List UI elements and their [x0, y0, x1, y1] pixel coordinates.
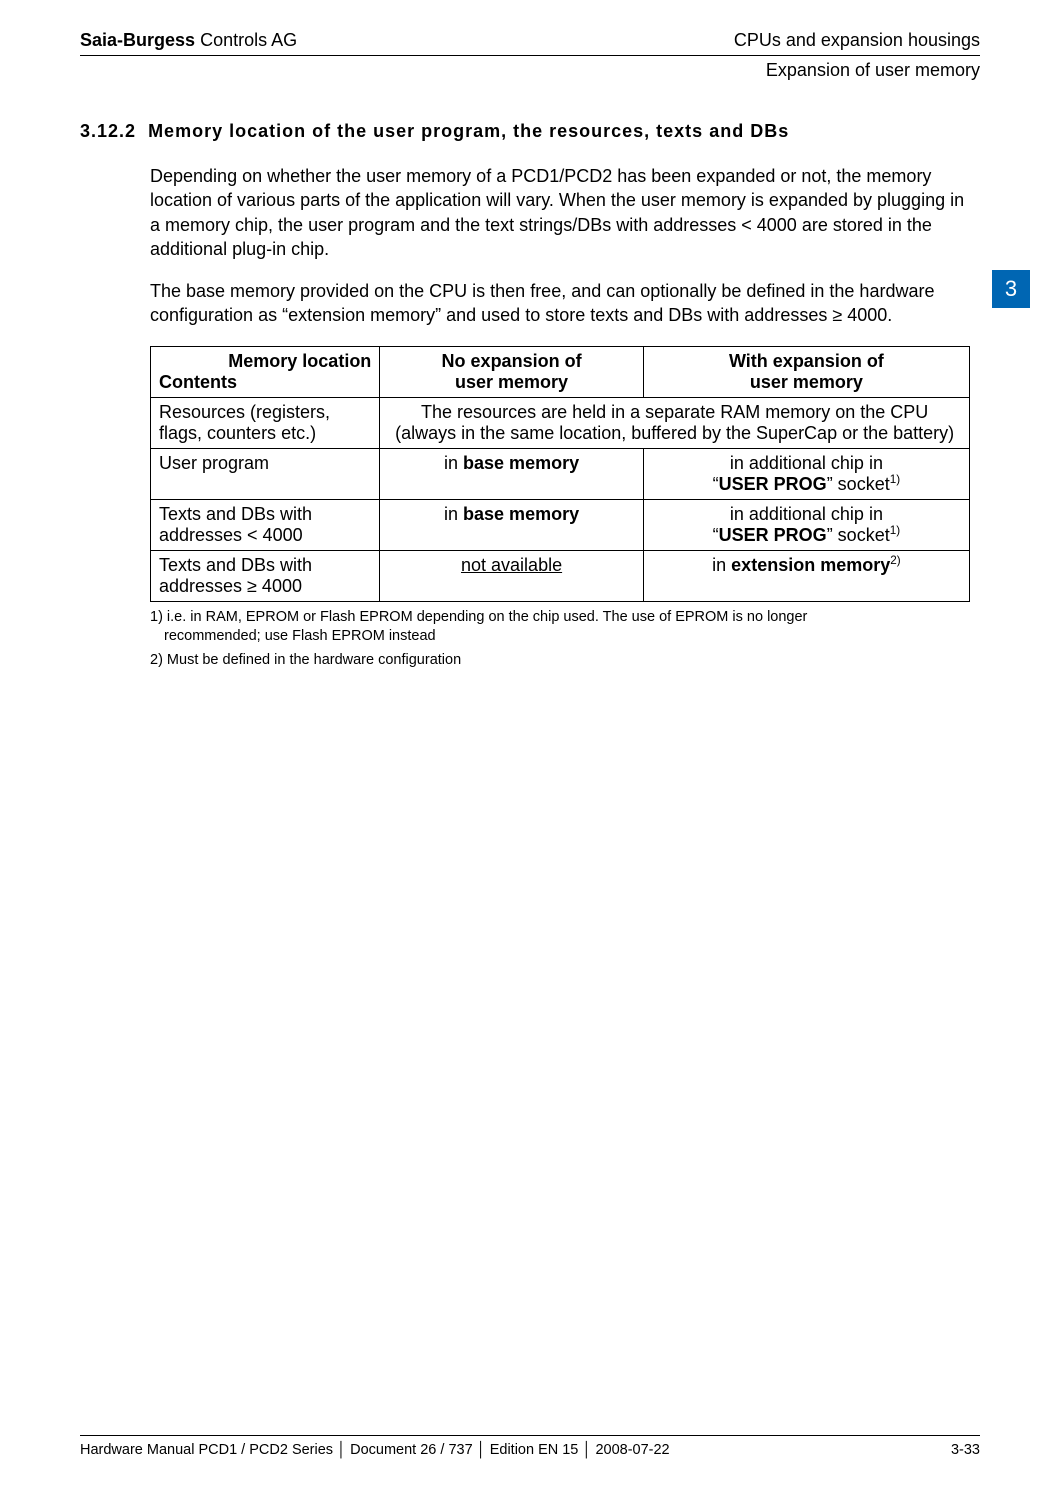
footer-manual: Hardware Manual PCD1 / PCD2 Series: [80, 1442, 333, 1458]
cell-resources-c1: Resources (registers, flags, counters et…: [151, 397, 380, 448]
cell-textsge-c3: in extension memory2): [643, 550, 969, 601]
footnote-2: 2) Must be defined in the hardware confi…: [150, 651, 970, 671]
th-no-expansion: No expansion of user memory: [380, 346, 643, 397]
memory-table-wrap: Memory location Contents No expansion of…: [150, 346, 970, 602]
table-row-user-program: User program in base memory in additiona…: [151, 448, 970, 499]
header-subright: Expansion of user memory: [80, 60, 980, 81]
cell-userprog-c3-sup: 1): [890, 473, 900, 486]
cell-textslt-c3-bold: USER PROG: [719, 525, 827, 545]
footer-doc: Document 26 / 737: [350, 1442, 473, 1458]
cell-textslt-c1: Texts and DBs with addresses < 4000: [151, 499, 380, 550]
th-with-expansion: With expansion of user memory: [643, 346, 969, 397]
footer-rule: [80, 1435, 980, 1436]
header-rule: [80, 55, 980, 56]
cell-userprog-c2-pre: in: [444, 453, 463, 473]
footnotes: 1) i.e. in RAM, EPROM or Flash EPROM dep…: [150, 608, 970, 671]
table-header-row: Memory location Contents No expansion of…: [151, 346, 970, 397]
cell-textsge-c2: not available: [380, 550, 643, 601]
cell-textslt-c3-qc: ” socket: [827, 525, 890, 545]
th-c1-line2: Contents: [159, 372, 371, 393]
th-contents: Memory location Contents: [151, 346, 380, 397]
cell-textslt-c2-pre: in: [444, 504, 463, 524]
th-c2-line1: No expansion of: [388, 351, 634, 372]
cell-userprog-c3-line1: in additional chip in: [652, 453, 961, 474]
chapter-side-tab: 3: [992, 270, 1030, 308]
cell-textslt-c3-sup: 1): [890, 524, 900, 537]
th-c3-line1: With expansion of: [652, 351, 961, 372]
footer-edition: Edition EN 15: [490, 1442, 579, 1458]
footer-page-number: 3-33: [951, 1442, 980, 1458]
th-c2-line2: user memory: [388, 372, 634, 393]
cell-textsge-c3-bold: extension memory: [731, 555, 890, 575]
header-company-rest: Controls AG: [195, 30, 297, 50]
header-company: Saia-Burgess Controls AG: [80, 30, 297, 51]
footer-left: Hardware Manual PCD1 / PCD2 Series│Docum…: [80, 1442, 670, 1458]
cell-userprog-c3: in additional chip in “USER PROG” socket…: [643, 448, 969, 499]
header-company-bold: Saia-Burgess: [80, 30, 195, 50]
cell-textslt-c3-line1: in additional chip in: [652, 504, 961, 525]
table-row-texts-ge4000: Texts and DBs with addresses ≥ 4000 not …: [151, 550, 970, 601]
cell-userprog-c2: in base memory: [380, 448, 643, 499]
cell-textslt-c2-bold: base memory: [463, 504, 579, 524]
footer-date: 2008-07-22: [595, 1442, 669, 1458]
cell-textslt-c2: in base memory: [380, 499, 643, 550]
cell-userprog-c1: User program: [151, 448, 380, 499]
cell-resources-c23: The resources are held in a separate RAM…: [380, 397, 970, 448]
page-header: Saia-Burgess Controls AG CPUs and expans…: [80, 30, 980, 55]
header-right: CPUs and expansion housings: [734, 30, 980, 51]
cell-userprog-c2-bold: base memory: [463, 453, 579, 473]
paragraph-1: Depending on whether the user memory of …: [150, 164, 970, 261]
cell-textsge-c2-text: not available: [461, 555, 562, 575]
section-heading: 3.12.2 Memory location of the user progr…: [80, 121, 980, 142]
th-c3-line2: user memory: [652, 372, 961, 393]
footnote-1b: recommended; use Flash EPROM instead: [150, 627, 970, 647]
paragraph-2: The base memory provided on the CPU is t…: [150, 279, 970, 328]
cell-textslt-c3-line2: “USER PROG” socket1): [652, 525, 961, 546]
cell-textsge-c3-sup: 2): [890, 554, 900, 567]
th-c1-line1: Memory location: [159, 351, 371, 372]
cell-textsge-c3-pre: in: [712, 555, 731, 575]
cell-userprog-c3-qc: ” socket: [827, 474, 890, 494]
footnote-1: 1) i.e. in RAM, EPROM or Flash EPROM dep…: [150, 608, 970, 647]
memory-location-table: Memory location Contents No expansion of…: [150, 346, 970, 602]
cell-userprog-c3-line2: “USER PROG” socket1): [652, 474, 961, 495]
footnote-1a: 1) i.e. in RAM, EPROM or Flash EPROM dep…: [150, 608, 970, 628]
page-footer: Hardware Manual PCD1 / PCD2 Series│Docum…: [80, 1435, 980, 1458]
cell-textslt-c3: in additional chip in “USER PROG” socket…: [643, 499, 969, 550]
table-row-texts-lt4000: Texts and DBs with addresses < 4000 in b…: [151, 499, 970, 550]
cell-textsge-c1: Texts and DBs with addresses ≥ 4000: [151, 550, 380, 601]
section-title: Memory location of the user program, the…: [148, 121, 789, 141]
table-row-resources: Resources (registers, flags, counters et…: [151, 397, 970, 448]
section-number: 3.12.2: [80, 121, 136, 141]
cell-userprog-c3-bold: USER PROG: [719, 474, 827, 494]
